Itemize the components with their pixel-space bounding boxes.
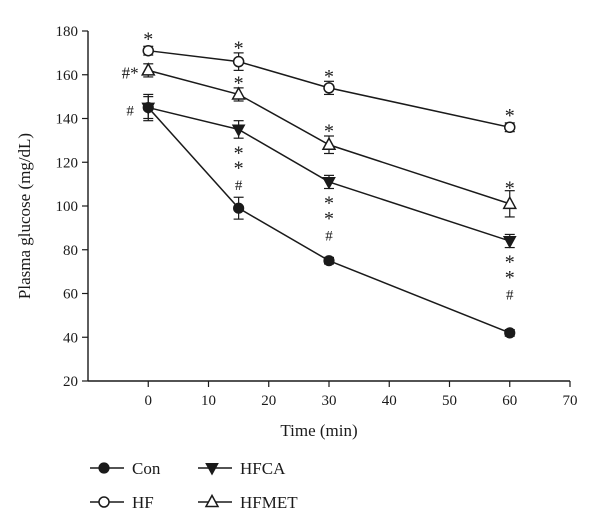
y-axis-title: Plasma glucose (mg/dL) <box>15 133 34 299</box>
x-tick-label: 20 <box>261 393 276 409</box>
legend-item-hfca: HFCA <box>198 459 286 478</box>
legend-marker-con <box>98 462 110 474</box>
legend-label: HFCA <box>240 459 286 478</box>
legend-label: Con <box>132 459 161 478</box>
y-tick-label: 20 <box>63 374 78 390</box>
series-line-hfca <box>148 106 510 242</box>
annotation-hash: # <box>506 287 514 303</box>
data-point-hfca <box>141 102 156 116</box>
series-hfca <box>141 96 517 249</box>
annotation-asterisk: * <box>234 158 244 180</box>
legend-marker-hf <box>98 496 110 508</box>
x-tick-label: 30 <box>322 393 337 409</box>
data-point-con <box>233 202 245 214</box>
series-line-hf <box>148 49 510 128</box>
annotation-hash: # <box>126 104 134 120</box>
x-axis-title: Time (min) <box>280 421 357 440</box>
y-tick-label: 180 <box>56 24 79 40</box>
legend-item-con: Con <box>90 459 161 478</box>
legend-marker-hfmet <box>204 493 220 508</box>
data-point-hf <box>142 44 154 57</box>
data-point-con <box>323 255 335 267</box>
data-point-hfmet <box>140 62 156 76</box>
data-point-hf <box>504 121 516 133</box>
data-point-hfca <box>231 124 246 137</box>
annotation-asterisk: * <box>234 37 244 59</box>
y-tick-label: 100 <box>56 199 79 215</box>
series-layer <box>140 44 518 339</box>
data-point-hfca <box>322 176 336 190</box>
annotation-asterisk: * <box>505 105 515 127</box>
annotation-asterisk: * <box>505 177 515 199</box>
significance-annotations: *#*#****#****#****# <box>122 29 515 304</box>
annotation-asterisk: * <box>505 252 515 274</box>
series-line-hfmet <box>148 69 510 205</box>
x-tick-label: 60 <box>502 393 517 409</box>
series-hf <box>142 44 516 133</box>
series-line-con <box>147 107 511 334</box>
annotation-hash: # <box>325 228 333 244</box>
y-tick-label: 160 <box>56 68 79 84</box>
data-point-hfmet <box>502 195 518 210</box>
y-tick-label: 140 <box>56 112 79 128</box>
annotation-asterisk: * <box>234 72 244 94</box>
data-point-hfca <box>502 236 517 249</box>
annotation-asterisk: * <box>324 193 334 215</box>
annotation-asterisk: * <box>324 66 334 88</box>
y-tick-label: 120 <box>56 155 79 171</box>
legend-label: HF <box>132 493 154 512</box>
legend-marker-hfca <box>205 463 219 476</box>
data-point-hf <box>323 82 335 94</box>
annotation-hash-asterisk: #* <box>122 63 139 82</box>
x-tick-label: 0 <box>145 393 153 409</box>
chart-legend: Con HF HFCA HFMET <box>90 459 298 512</box>
annotation-asterisk: * <box>143 29 153 51</box>
annotation-asterisk: * <box>505 267 515 289</box>
y-tick-label: 80 <box>63 243 78 259</box>
annotation-asterisk: * <box>324 120 334 142</box>
legend-item-hfmet: HFMET <box>198 493 298 512</box>
y-tick-label: 40 <box>63 330 78 346</box>
series-hfmet <box>140 62 518 218</box>
data-point-hfmet <box>231 86 246 100</box>
data-point-hf <box>232 55 245 68</box>
annotation-asterisk: * <box>324 208 334 230</box>
chart-axes: 20 40 60 80 100 120 140 160 180 0 10 20 30 40 50 60 70 Ti… <box>15 24 578 440</box>
legend-label: HFMET <box>240 493 298 512</box>
legend-item-hf: HF <box>90 493 154 512</box>
data-point-hfmet <box>321 136 337 150</box>
data-point-con <box>504 327 516 339</box>
x-tick-label: 50 <box>442 393 457 409</box>
y-tick-label: 60 <box>63 287 78 303</box>
annotation-hash: # <box>235 178 243 194</box>
annotation-asterisk: * <box>234 142 244 164</box>
x-tick-label: 70 <box>563 393 578 409</box>
x-tick-label: 40 <box>382 393 397 409</box>
x-tick-label: 10 <box>201 393 216 409</box>
